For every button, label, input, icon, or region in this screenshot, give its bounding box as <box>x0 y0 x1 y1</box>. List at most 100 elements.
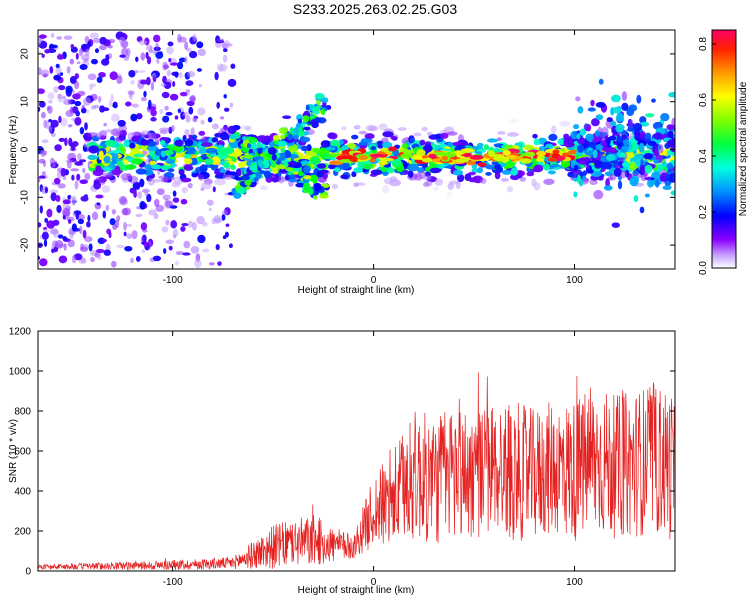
heatmap-blob <box>74 100 82 107</box>
heatmap-blob <box>79 246 89 252</box>
heatmap-blob <box>74 117 82 126</box>
heatmap-blob <box>117 119 126 127</box>
heatmap-blob <box>103 249 112 256</box>
heatmap-blob <box>80 43 88 50</box>
heatmap-blob <box>68 137 73 147</box>
heatmap-blob <box>440 132 449 139</box>
heatmap-blob <box>123 231 127 237</box>
heatmap-blob <box>63 243 67 251</box>
heatmap-blob <box>131 135 140 143</box>
heatmap-blob <box>208 262 215 266</box>
heatmap-blob <box>105 139 116 147</box>
heatmap-blob <box>151 164 162 170</box>
colorbar-tick-label: 0.6 <box>698 93 709 107</box>
heatmap-blob <box>434 178 444 186</box>
heatmap-blob <box>532 133 538 139</box>
heatmap-blob <box>44 49 51 54</box>
heatmap-blob <box>66 161 72 169</box>
heatmap-blob <box>140 96 147 102</box>
heatmap-blob <box>370 145 377 151</box>
heatmap-blob <box>165 159 175 164</box>
heatmap-blob <box>510 167 519 176</box>
heatmap-blob <box>658 144 664 154</box>
heatmap-blob <box>178 36 187 43</box>
x-tick-label: 0 <box>371 275 377 286</box>
heatmap-blob <box>617 180 623 190</box>
heatmap-blob <box>595 101 606 108</box>
heatmap-blob <box>41 231 49 241</box>
heatmap-blob <box>277 175 285 184</box>
heatmap-blob <box>55 63 60 69</box>
heatmap-blob <box>370 169 383 176</box>
heatmap-blob <box>127 90 135 96</box>
heatmap-blob <box>116 160 125 168</box>
heatmap-blob <box>159 108 164 115</box>
heatmap-blob <box>98 96 102 103</box>
heatmap-blob <box>358 130 367 135</box>
heatmap-blob <box>361 138 368 142</box>
heatmap-blob <box>441 155 448 161</box>
heatmap-blob <box>219 116 225 120</box>
heatmap-blob <box>227 147 234 154</box>
heatmap-blob <box>280 147 286 154</box>
heatmap-blob <box>388 146 397 152</box>
heatmap-blob <box>606 153 616 161</box>
heatmap-blob <box>589 179 598 186</box>
heatmap-blob <box>182 252 191 256</box>
heatmap-blob <box>95 176 104 181</box>
heatmap-blob <box>303 165 311 174</box>
heatmap-blob <box>407 170 414 179</box>
heatmap-blob <box>130 257 134 264</box>
heatmap-blob <box>602 161 613 170</box>
heatmap-blob <box>174 260 179 266</box>
heatmap-blob <box>216 146 227 155</box>
heatmap-blob <box>595 114 604 121</box>
heatmap-blob <box>390 135 397 140</box>
heatmap-blob <box>662 161 667 167</box>
heatmap-blob <box>629 162 638 171</box>
heatmap-blob <box>211 137 219 143</box>
heatmap-blob <box>608 135 617 141</box>
y-tick-label: 10 <box>20 96 31 108</box>
heatmap-blob <box>40 111 46 119</box>
heatmap-blob <box>253 177 259 182</box>
heatmap-blob <box>533 182 541 191</box>
heatmap-blob <box>223 48 228 53</box>
heatmap-blob <box>305 104 310 111</box>
heatmap-blob <box>140 52 146 61</box>
heatmap-blob <box>101 238 107 243</box>
heatmap-blob <box>135 168 147 175</box>
heatmap-blob <box>535 158 545 163</box>
y-tick-label: 200 <box>14 527 31 538</box>
heatmap-blob <box>143 242 150 247</box>
heatmap-blob <box>152 76 157 83</box>
heatmap-blob <box>315 105 321 112</box>
heatmap-blob <box>224 231 229 238</box>
colorbar-tick-label: 0.0 <box>698 261 709 275</box>
heatmap-blob <box>607 176 614 181</box>
heatmap-blob <box>188 106 194 115</box>
heatmap-blob <box>199 164 208 173</box>
heatmap-blob <box>160 178 169 183</box>
heatmap-blob <box>121 196 126 204</box>
heatmap-blob <box>111 209 117 215</box>
heatmap-blob <box>63 35 73 40</box>
heatmap-blob <box>594 130 600 137</box>
heatmap-blob <box>76 173 81 181</box>
heatmap-blob <box>139 178 145 188</box>
heatmap-blob <box>577 137 586 145</box>
heatmap-blob <box>222 54 228 63</box>
heatmap-blob <box>198 174 205 181</box>
heatmap-blob <box>152 255 162 262</box>
heatmap-blob <box>170 220 178 229</box>
heatmap-blob <box>267 147 277 155</box>
heatmap-blob <box>591 158 597 164</box>
heatmap-blob <box>111 149 122 154</box>
heatmap-blob <box>82 229 87 239</box>
heatmap-blob <box>287 133 294 141</box>
heatmap-blob <box>74 180 79 190</box>
heatmap-blob <box>90 256 95 263</box>
heatmap-blob <box>92 169 104 177</box>
heatmap-blob <box>196 41 204 49</box>
